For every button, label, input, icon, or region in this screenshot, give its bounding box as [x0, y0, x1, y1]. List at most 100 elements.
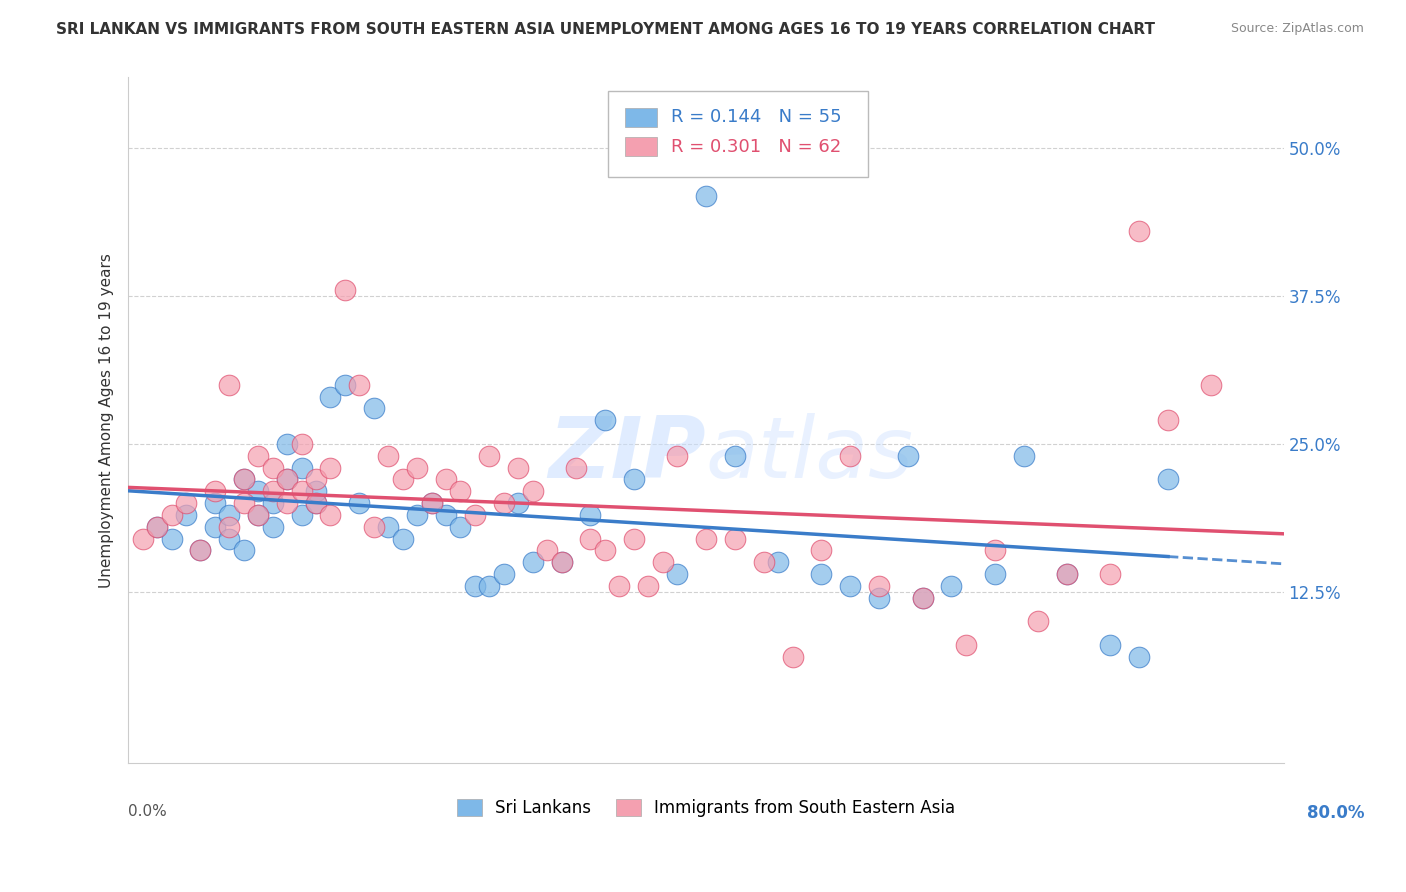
Point	[218, 532, 240, 546]
Point	[406, 508, 429, 522]
Point	[637, 579, 659, 593]
Point	[232, 472, 254, 486]
Point	[349, 496, 371, 510]
Text: SRI LANKAN VS IMMIGRANTS FROM SOUTH EASTERN ASIA UNEMPLOYMENT AMONG AGES 16 TO 1: SRI LANKAN VS IMMIGRANTS FROM SOUTH EAST…	[56, 22, 1156, 37]
Point	[391, 532, 413, 546]
Point	[305, 472, 328, 486]
Point	[420, 496, 443, 510]
Point	[522, 484, 544, 499]
Point	[593, 543, 616, 558]
Point	[695, 532, 717, 546]
Text: atlas: atlas	[706, 413, 914, 496]
Point	[276, 472, 298, 486]
Point	[406, 460, 429, 475]
Point	[839, 449, 862, 463]
Point	[752, 555, 775, 569]
Point	[420, 496, 443, 510]
Point	[146, 519, 169, 533]
Point	[724, 449, 747, 463]
Point	[319, 460, 342, 475]
Point	[766, 555, 789, 569]
Point	[349, 377, 371, 392]
Text: 0.0%: 0.0%	[128, 805, 167, 819]
Point	[449, 484, 471, 499]
Point	[782, 649, 804, 664]
Point	[290, 460, 312, 475]
Point	[190, 543, 212, 558]
Point	[377, 449, 399, 463]
Point	[363, 519, 385, 533]
Point	[464, 579, 486, 593]
Point	[262, 519, 284, 533]
Text: ZIP: ZIP	[548, 413, 706, 496]
Point	[276, 496, 298, 510]
Point	[593, 413, 616, 427]
Point	[218, 519, 240, 533]
FancyBboxPatch shape	[607, 91, 868, 177]
Point	[305, 496, 328, 510]
Point	[550, 555, 572, 569]
Point	[897, 449, 920, 463]
Point	[218, 508, 240, 522]
Point	[1099, 638, 1122, 652]
Point	[319, 508, 342, 522]
Point	[1012, 449, 1035, 463]
Point	[276, 472, 298, 486]
Text: Source: ZipAtlas.com: Source: ZipAtlas.com	[1230, 22, 1364, 36]
Text: R = 0.144   N = 55: R = 0.144 N = 55	[671, 108, 842, 126]
Point	[464, 508, 486, 522]
Point	[232, 496, 254, 510]
Point	[290, 437, 312, 451]
Point	[579, 508, 602, 522]
Point	[1201, 377, 1223, 392]
Point	[146, 519, 169, 533]
Point	[290, 508, 312, 522]
Point	[666, 449, 689, 463]
Point	[204, 496, 226, 510]
Point	[666, 566, 689, 581]
Point	[174, 508, 197, 522]
Point	[536, 543, 558, 558]
Point	[550, 555, 572, 569]
Point	[434, 508, 457, 522]
Point	[695, 188, 717, 202]
Point	[290, 484, 312, 499]
Point	[204, 484, 226, 499]
Point	[810, 566, 832, 581]
Point	[1026, 614, 1049, 628]
Point	[305, 484, 328, 499]
Point	[941, 579, 963, 593]
Point	[333, 283, 356, 297]
Point	[262, 496, 284, 510]
Point	[478, 579, 501, 593]
Point	[911, 591, 934, 605]
Point	[1157, 472, 1180, 486]
Point	[160, 532, 183, 546]
Point	[131, 532, 153, 546]
Point	[247, 508, 270, 522]
FancyBboxPatch shape	[626, 108, 658, 127]
Point	[391, 472, 413, 486]
Point	[724, 532, 747, 546]
Point	[363, 401, 385, 416]
Point	[839, 579, 862, 593]
Point	[1099, 566, 1122, 581]
Point	[868, 579, 890, 593]
Point	[305, 496, 328, 510]
Point	[911, 591, 934, 605]
Point	[492, 566, 515, 581]
Point	[623, 532, 645, 546]
FancyBboxPatch shape	[626, 137, 658, 156]
Point	[579, 532, 602, 546]
Point	[449, 519, 471, 533]
Point	[190, 543, 212, 558]
Point	[247, 508, 270, 522]
Point	[276, 437, 298, 451]
Point	[1056, 566, 1078, 581]
Point	[522, 555, 544, 569]
Point	[262, 484, 284, 499]
Legend: Sri Lankans, Immigrants from South Eastern Asia: Sri Lankans, Immigrants from South Easte…	[450, 792, 962, 823]
Point	[984, 543, 1007, 558]
Point	[623, 472, 645, 486]
Point	[565, 460, 588, 475]
